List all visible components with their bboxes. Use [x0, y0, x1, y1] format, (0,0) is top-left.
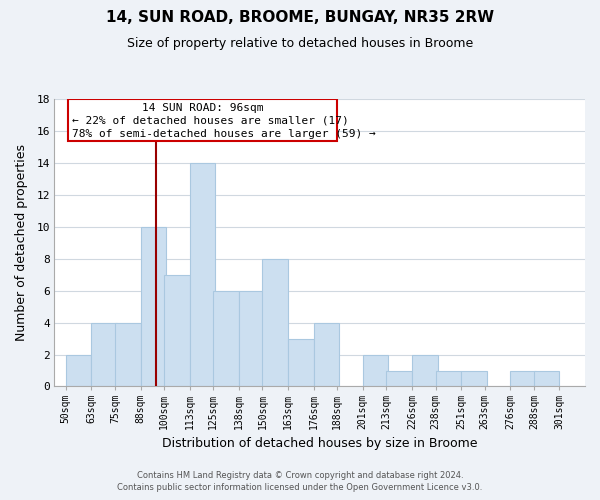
Bar [534, 370, 559, 386]
Bar [288, 338, 314, 386]
Bar [164, 274, 190, 386]
Bar [412, 354, 437, 386]
Bar [314, 322, 339, 386]
Bar [115, 322, 140, 386]
Text: Size of property relative to detached houses in Broome: Size of property relative to detached ho… [127, 38, 473, 51]
Bar [239, 290, 265, 386]
X-axis label: Distribution of detached houses by size in Broome: Distribution of detached houses by size … [162, 437, 477, 450]
Text: 14, SUN ROAD, BROOME, BUNGAY, NR35 2RW: 14, SUN ROAD, BROOME, BUNGAY, NR35 2RW [106, 10, 494, 25]
Text: ← 22% of detached houses are smaller (17): ← 22% of detached houses are smaller (17… [72, 116, 349, 126]
Bar [461, 370, 487, 386]
Bar [214, 290, 239, 386]
Bar [510, 370, 536, 386]
Bar [66, 354, 91, 386]
Bar [386, 370, 412, 386]
Bar [262, 258, 288, 386]
Text: 78% of semi-detached houses are larger (59) →: 78% of semi-detached houses are larger (… [72, 128, 376, 138]
Bar [140, 227, 166, 386]
Bar [436, 370, 461, 386]
Y-axis label: Number of detached properties: Number of detached properties [15, 144, 28, 341]
Text: 14 SUN ROAD: 96sqm: 14 SUN ROAD: 96sqm [142, 104, 263, 114]
Bar [190, 163, 215, 386]
Text: Contains HM Land Registry data © Crown copyright and database right 2024.
Contai: Contains HM Land Registry data © Crown c… [118, 471, 482, 492]
Bar [91, 322, 117, 386]
FancyBboxPatch shape [68, 99, 337, 140]
Bar [363, 354, 388, 386]
